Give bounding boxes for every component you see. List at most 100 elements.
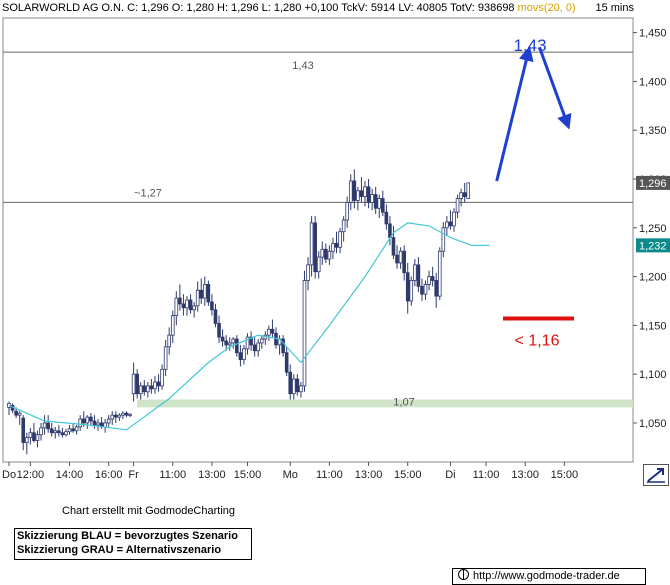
candle-body — [110, 414, 115, 420]
candle — [89, 413, 93, 425]
candle — [135, 369, 139, 399]
candle-body — [149, 385, 154, 390]
candle — [430, 266, 435, 287]
y-axis: 1,4501,4001,3501,3001,2501,2001,1501,100… — [633, 28, 670, 430]
candle — [370, 188, 374, 211]
candle — [295, 374, 300, 396]
candle — [256, 339, 260, 357]
candle-body — [71, 428, 75, 432]
y-tick-label: 1,350 — [639, 125, 667, 137]
candle-body — [96, 422, 100, 426]
candle — [267, 325, 271, 341]
candle — [245, 333, 250, 355]
candle-body — [121, 412, 125, 416]
candle — [448, 210, 453, 230]
candle — [220, 329, 225, 347]
candle-body — [302, 280, 307, 387]
candle — [142, 380, 147, 396]
candle-body — [320, 248, 325, 258]
candle — [437, 247, 442, 301]
candle-body — [21, 417, 26, 443]
support-zone-label: 1,07 — [393, 397, 414, 409]
candle — [391, 225, 396, 260]
candle — [153, 376, 157, 394]
y-tick-label: 1,050 — [639, 418, 667, 430]
candle-body — [46, 422, 50, 430]
candle — [252, 337, 257, 357]
candle-body — [452, 211, 456, 227]
candle-body — [377, 198, 382, 209]
candle-body — [167, 334, 172, 348]
candle — [309, 216, 314, 277]
candle — [259, 335, 264, 349]
x-tick-label: 15:00 — [551, 469, 579, 481]
candle-body — [28, 432, 33, 439]
candle-body — [388, 223, 392, 238]
candle-body — [348, 180, 353, 203]
candle-body — [78, 418, 83, 428]
candle — [231, 337, 236, 349]
candle-body — [42, 422, 47, 429]
price-chart[interactable]: 1,07 1,43~1,27 1,4501,4001,3501,3001,250… — [0, 0, 670, 500]
blue-up-arrow — [495, 45, 534, 182]
candle-body — [398, 250, 403, 264]
x-tick-label: 11:00 — [316, 469, 343, 481]
candle-body — [313, 222, 317, 273]
timeframe-label[interactable]: 15 mins — [595, 2, 634, 14]
drawing-tool-icon[interactable] — [643, 464, 669, 486]
candle — [348, 174, 353, 211]
candle-body — [188, 299, 193, 311]
candle — [455, 194, 460, 219]
candle-body — [267, 328, 271, 336]
candle — [402, 245, 406, 281]
scenario-legend: Skizzierung BLAU = bevorzugtes Szenario … — [14, 528, 252, 560]
website-link[interactable]: http://www.godmode-trader.de — [452, 568, 646, 585]
candle — [217, 315, 221, 343]
x-tick-label: Do — [2, 469, 16, 481]
candle — [32, 422, 36, 443]
candle — [341, 216, 346, 242]
candle-body — [92, 420, 97, 426]
candle-body — [370, 194, 374, 203]
candle-body — [295, 378, 300, 393]
candle — [235, 335, 239, 357]
candle-body — [270, 328, 275, 334]
x-tick-label: 15:00 — [234, 469, 262, 481]
blue-down-arrow — [538, 46, 572, 130]
candle — [373, 186, 378, 215]
candle — [420, 278, 424, 301]
candle — [238, 344, 243, 367]
candle-body — [124, 412, 129, 416]
candle — [380, 190, 385, 217]
candle — [377, 194, 382, 219]
candle-body — [256, 342, 260, 352]
scenario-annotations: 1,43 < 1,16 — [495, 36, 574, 350]
candle — [199, 278, 204, 304]
moving-average-badge: 1,232 — [636, 238, 670, 253]
candle — [174, 291, 179, 326]
candle-body — [380, 198, 385, 213]
candle — [64, 428, 68, 437]
chart-header: SOLARWORLD AG O.N. C: 1,296 O: 1,280 H: … — [0, 0, 670, 18]
candle-body — [299, 385, 303, 393]
candle-body — [35, 434, 40, 441]
candle — [356, 186, 360, 211]
candle — [128, 413, 132, 418]
candle-body — [402, 250, 406, 274]
candle — [106, 415, 111, 427]
candle — [121, 411, 125, 420]
legend-blue: Skizzierung BLAU = bevorzugtes Szenario — [17, 530, 238, 542]
candle-body — [416, 264, 421, 287]
candle — [316, 251, 321, 279]
x-tick-label: 12:00 — [17, 469, 45, 481]
plot-area — [2, 17, 634, 463]
candle — [117, 413, 122, 422]
candle — [352, 169, 357, 209]
candle-body — [64, 431, 68, 436]
candle-body — [352, 180, 357, 201]
current-price-badge-bg — [636, 175, 670, 190]
candle — [178, 284, 182, 311]
candle-body — [462, 192, 467, 197]
candle — [434, 272, 438, 308]
candle — [167, 327, 172, 355]
